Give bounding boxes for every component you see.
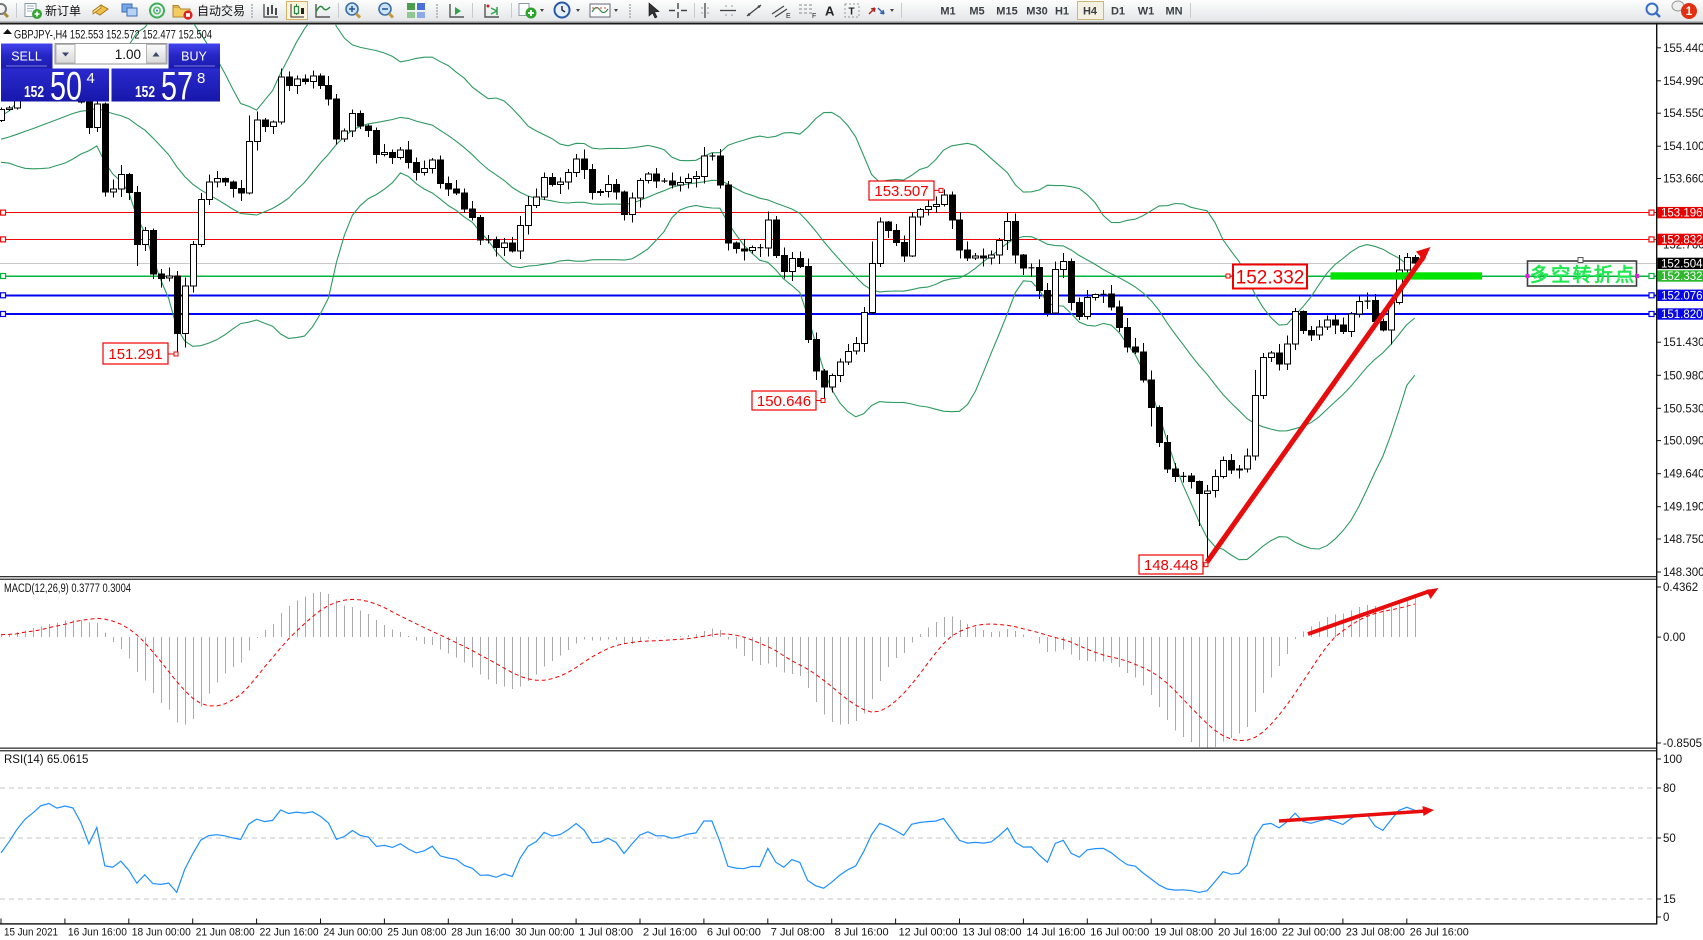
svg-text:152.076: 152.076 — [1661, 290, 1703, 302]
svg-text:153.660: 153.660 — [1663, 174, 1703, 186]
svg-text:153.196: 153.196 — [1661, 208, 1703, 220]
svg-text:152: 152 — [135, 84, 155, 101]
svg-text:8 Jul 16:00: 8 Jul 16:00 — [835, 927, 889, 939]
svg-text:22 Jul 00:00: 22 Jul 00:00 — [1282, 927, 1341, 939]
svg-text:152.504: 152.504 — [1661, 258, 1703, 270]
svg-text:150.090: 150.090 — [1663, 436, 1703, 448]
svg-text:23 Jul 08:00: 23 Jul 08:00 — [1346, 927, 1405, 939]
svg-text:152.832: 152.832 — [1661, 234, 1703, 246]
svg-text:H1: H1 — [1055, 6, 1069, 18]
svg-text:150.530: 150.530 — [1663, 403, 1703, 415]
svg-text:151.820: 151.820 — [1661, 309, 1703, 321]
svg-text:148.300: 148.300 — [1663, 567, 1703, 579]
svg-text:8: 8 — [197, 70, 205, 87]
svg-text:152: 152 — [24, 84, 44, 101]
svg-text:152.332: 152.332 — [1661, 271, 1703, 283]
svg-text:154.990: 154.990 — [1663, 76, 1703, 88]
svg-text:149.640: 149.640 — [1663, 469, 1703, 481]
svg-text:25 Jun 08:00: 25 Jun 08:00 — [387, 927, 446, 939]
svg-text:RSI(14) 65.0615: RSI(14) 65.0615 — [4, 754, 88, 766]
svg-text:50: 50 — [50, 65, 82, 109]
svg-text:0.4362: 0.4362 — [1663, 582, 1698, 594]
svg-text:1 Jul 08:00: 1 Jul 08:00 — [579, 927, 633, 939]
svg-text:1.00: 1.00 — [115, 47, 141, 62]
svg-text:26 Jul 16:00: 26 Jul 16:00 — [1410, 927, 1469, 939]
svg-text:1: 1 — [1686, 6, 1693, 18]
svg-text:30 Jun 00:00: 30 Jun 00:00 — [515, 927, 574, 939]
svg-text:0: 0 — [1663, 912, 1669, 924]
svg-text:14 Jul 16:00: 14 Jul 16:00 — [1026, 927, 1085, 939]
svg-text:13 Jul 08:00: 13 Jul 08:00 — [963, 927, 1022, 939]
svg-text:F: F — [812, 13, 816, 20]
svg-text:H4: H4 — [1083, 6, 1098, 18]
svg-text:0.00: 0.00 — [1663, 632, 1685, 644]
svg-text:2 Jul 16:00: 2 Jul 16:00 — [643, 927, 697, 939]
svg-text:152.332: 152.332 — [1236, 267, 1305, 288]
svg-text:多空转折点: 多空转折点 — [1530, 263, 1634, 286]
svg-text:154.550: 154.550 — [1663, 108, 1703, 120]
svg-text:24 Jun 00:00: 24 Jun 00:00 — [324, 927, 383, 939]
svg-text:-0.8505: -0.8505 — [1663, 738, 1702, 750]
svg-text:21 Jun 08:00: 21 Jun 08:00 — [196, 927, 255, 939]
svg-text:22 Jun 16:00: 22 Jun 16:00 — [260, 927, 319, 939]
svg-text:MACD(12,26,9) 0.3777 0.3004: MACD(12,26,9) 0.3777 0.3004 — [4, 583, 131, 595]
svg-text:155.440: 155.440 — [1663, 43, 1703, 55]
svg-text:MN: MN — [1165, 6, 1182, 18]
svg-text:148.750: 148.750 — [1663, 534, 1703, 546]
svg-text:W1: W1 — [1138, 6, 1155, 18]
svg-text:新订单: 新订单 — [45, 3, 81, 18]
svg-text:16 Jun 16:00: 16 Jun 16:00 — [68, 927, 127, 939]
svg-text:M5: M5 — [969, 6, 984, 18]
svg-text:GBPJPY-,H4 152.553 152.572 15: GBPJPY-,H4 152.553 152.572 152.477 152.5… — [14, 30, 212, 42]
svg-text:4: 4 — [87, 70, 95, 87]
svg-text:151.430: 151.430 — [1663, 337, 1703, 349]
svg-text:100: 100 — [1663, 754, 1682, 766]
svg-text:D1: D1 — [1111, 6, 1125, 18]
svg-text:19 Jul 08:00: 19 Jul 08:00 — [1154, 927, 1213, 939]
svg-text:M30: M30 — [1026, 6, 1047, 18]
svg-text:154.100: 154.100 — [1663, 141, 1703, 153]
svg-text:50: 50 — [1663, 833, 1676, 845]
svg-text:148.448: 148.448 — [1144, 557, 1198, 574]
svg-text:SELL: SELL — [11, 50, 42, 64]
svg-text:T: T — [849, 7, 855, 18]
svg-text:15 Jun 2021: 15 Jun 2021 — [4, 927, 58, 939]
svg-text:150.980: 150.980 — [1663, 370, 1703, 382]
svg-text:80: 80 — [1663, 783, 1676, 795]
svg-text:BUY: BUY — [181, 50, 207, 64]
svg-text:12 Jul 00:00: 12 Jul 00:00 — [899, 927, 958, 939]
svg-text:153.507: 153.507 — [874, 183, 928, 200]
svg-text:自动交易: 自动交易 — [197, 3, 245, 18]
svg-text:20 Jul 16:00: 20 Jul 16:00 — [1218, 927, 1277, 939]
svg-text:150.646: 150.646 — [757, 393, 811, 410]
svg-text:7 Jul 08:00: 7 Jul 08:00 — [771, 927, 825, 939]
svg-text:15: 15 — [1663, 894, 1676, 906]
svg-text:18 Jun 00:00: 18 Jun 00:00 — [132, 927, 191, 939]
svg-text:149.190: 149.190 — [1663, 502, 1703, 514]
svg-text:28 Jun 16:00: 28 Jun 16:00 — [451, 927, 510, 939]
svg-text:16 Jul 00:00: 16 Jul 00:00 — [1090, 927, 1149, 939]
svg-text:M1: M1 — [940, 6, 955, 18]
svg-text:A: A — [825, 4, 835, 19]
svg-text:M15: M15 — [996, 6, 1017, 18]
svg-text:57: 57 — [161, 65, 193, 109]
svg-text:6 Jul 00:00: 6 Jul 00:00 — [707, 927, 761, 939]
svg-text:151.291: 151.291 — [108, 346, 162, 363]
svg-text:E: E — [786, 13, 791, 20]
